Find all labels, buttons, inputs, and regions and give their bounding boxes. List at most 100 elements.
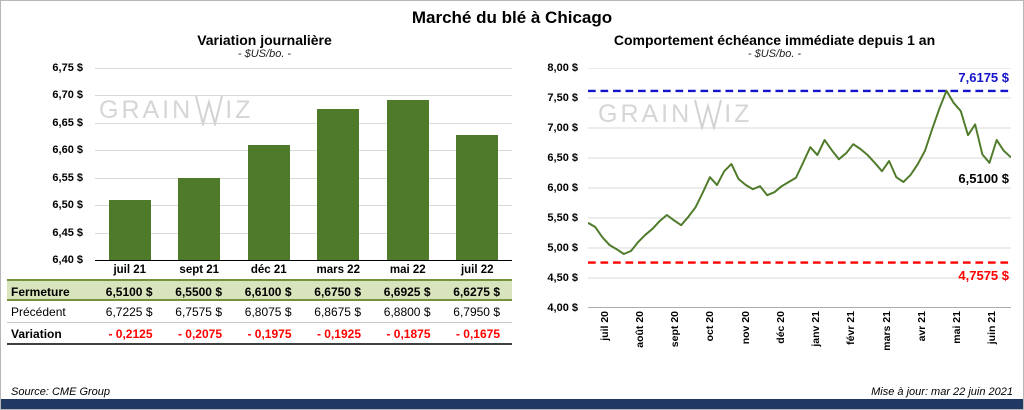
x-axis-label: mai 21 xyxy=(951,311,964,344)
support-value-label: 4,7575 $ xyxy=(958,267,1009,283)
bar-slot xyxy=(304,68,374,260)
table-row: Fermeture 6,5100 $ 6,5500 $ 6,6100 $ 6,6750 … xyxy=(7,279,512,301)
y-axis-label: 6,75 $ xyxy=(52,62,83,74)
y-axis-label: 8,00 $ xyxy=(547,62,578,74)
x-axis-label: juin 21 xyxy=(986,311,999,345)
footer: Source: CME Group Mise à jour: mar 22 ju… xyxy=(1,386,1023,398)
gridline xyxy=(95,68,512,69)
y-axis-label: 6,55 $ xyxy=(52,171,83,184)
y-axis-label: 6,00 $ xyxy=(547,182,578,194)
x-axis-label: mars 21 xyxy=(880,311,893,351)
cell-value: - 0,1975 xyxy=(247,327,292,341)
y-axis-label: 5,00 $ xyxy=(547,242,578,254)
bar-chart-subtitle: - $US/bo. - xyxy=(237,48,292,60)
gridline xyxy=(95,122,512,124)
y-axis-label: 7,50 $ xyxy=(547,92,578,104)
resistance-value-label: 7,6175 $ xyxy=(958,69,1009,85)
cell-value: 6,7950 $ xyxy=(453,305,500,319)
x-axis-label: janv 21 xyxy=(810,311,823,347)
gridline xyxy=(95,95,512,97)
bar xyxy=(386,99,429,260)
line-chart-title: Comportement échéance immédiate depuis 1… xyxy=(613,32,936,48)
line-chart-subtitle: - $US/bo. - xyxy=(747,48,802,60)
row-label: Précédent xyxy=(11,305,66,319)
x-axis-label: déc 20 xyxy=(774,311,787,344)
cell-value: - 0,1875 xyxy=(386,327,431,341)
bar-x-axis: juil 21 sept 21 déc 21 mars 22 mai 22 juil 22 xyxy=(95,260,512,279)
source-text: Source: CME Group xyxy=(11,386,111,398)
bars xyxy=(95,68,512,260)
y-axis-label: 4,50 $ xyxy=(547,272,578,284)
y-axis-label: 6,50 $ xyxy=(547,152,578,164)
bar-slot xyxy=(373,68,443,260)
cell-value: 6,6925 $ xyxy=(383,285,431,299)
cell-value: 6,6100 $ xyxy=(244,285,292,299)
bar-chart-panel: Variation journalière - $US/bo. - 6,75 $… xyxy=(7,30,522,356)
bar-slot xyxy=(165,68,235,260)
x-category-label: juil 22 xyxy=(460,264,494,276)
x-axis-label: nov 20 xyxy=(739,311,752,345)
last-price-label: 6,5100 $ xyxy=(958,171,1009,187)
x-category-label: mars 22 xyxy=(316,264,360,276)
bottom-accent-bar xyxy=(1,399,1023,409)
cell-value: - 0,1925 xyxy=(316,327,361,341)
y-axis-label: 6,70 $ xyxy=(52,89,83,102)
line-chart-panel: Comportement échéance immédiate depuis 1… xyxy=(522,30,1017,356)
y-axis-label: 7,00 $ xyxy=(547,122,578,134)
bar-slot xyxy=(234,68,304,260)
x-axis-label: avr 21 xyxy=(915,311,928,342)
bar-chart-plot: 6,75 $ 6,70 $ 6,65 $ 6,60 $ 6,55 $ 6,50 $ 6,45… xyxy=(52,62,512,266)
bar xyxy=(247,144,290,260)
cell-value: 6,5500 $ xyxy=(175,285,222,299)
cell-value: 6,8675 $ xyxy=(314,305,361,319)
row-label: Variation xyxy=(11,327,62,341)
y-axis-label: 6,40 $ xyxy=(52,254,83,266)
cell-value: - 0,2125 xyxy=(108,327,153,341)
cell-value: 6,8800 $ xyxy=(383,305,431,319)
y-axis-label: 4,00 $ xyxy=(547,302,578,314)
y-axis-label: 6,45 $ xyxy=(52,226,83,239)
cell-value: 6,6275 $ xyxy=(453,285,500,299)
bar-chart-title: Variation journalière xyxy=(197,32,332,48)
bar xyxy=(317,109,360,260)
x-category-label: sept 21 xyxy=(179,264,220,276)
price-table: Fermeture 6,5100 $ 6,5500 $ 6,6100 $ 6,6750 … xyxy=(7,279,512,345)
y-axis-label: 6,65 $ xyxy=(52,116,83,129)
price-line xyxy=(588,89,1011,255)
row-label: Fermeture xyxy=(11,285,70,299)
updated-text: Mise à jour: mar 22 juin 2021 xyxy=(871,386,1013,398)
bar xyxy=(178,177,221,260)
line-chart-plot: 8,00 $ 7,50 $ 7,00 $ 6,50 $ 6,00 $ 5,50 $ 5,00… xyxy=(547,62,1011,314)
cell-value: 6,7225 $ xyxy=(105,305,153,319)
gridline xyxy=(95,177,512,179)
cell-value: - 0,1675 xyxy=(455,327,500,341)
x-axis-label: sept 20 xyxy=(669,311,682,348)
cell-value: 6,8075 $ xyxy=(244,305,292,319)
y-axis-label: 5,50 $ xyxy=(547,212,578,224)
y-axis-label: 6,60 $ xyxy=(52,144,83,157)
gridline xyxy=(95,150,512,152)
price-line-chart xyxy=(588,68,1011,308)
gridline xyxy=(95,205,512,207)
gridline xyxy=(95,232,512,234)
bar-y-axis: 6,75 $ 6,70 $ 6,65 $ 6,60 $ 6,55 $ 6,50 $ 6,45… xyxy=(7,62,87,266)
bar xyxy=(108,199,151,260)
y-axis-label: 6,50 $ xyxy=(52,199,83,212)
x-category-label: mai 22 xyxy=(389,264,426,276)
cell-value: 6,6750 $ xyxy=(314,285,361,299)
page-title: Marché du blé à Chicago xyxy=(411,8,613,27)
bar-slot xyxy=(443,68,513,260)
x-axis-label: août 20 xyxy=(633,311,646,348)
x-axis-label: juil 20 xyxy=(598,311,611,341)
x-category-label: juil 21 xyxy=(113,264,147,276)
x-axis-label: oct 20 xyxy=(704,311,717,342)
cell-value: 6,5100 $ xyxy=(105,285,153,299)
gridline xyxy=(95,260,512,261)
line-x-axis: juil 20 août 20 sept 20 oct 20 nov 20 déc 20 j… xyxy=(588,308,1011,356)
charts-row: Variation journalière - $US/bo. - 6,75 $… xyxy=(1,28,1023,356)
line-y-axis: 8,00 $ 7,50 $ 7,00 $ 6,50 $ 6,00 $ 5,50 $ 5,00… xyxy=(532,62,582,314)
table-row: Variation - 0,2125 - 0,2075 - 0,1975 - 0,192… xyxy=(7,323,512,345)
cell-value: 6,7575 $ xyxy=(175,305,222,319)
x-axis-label: févr 21 xyxy=(845,311,858,345)
